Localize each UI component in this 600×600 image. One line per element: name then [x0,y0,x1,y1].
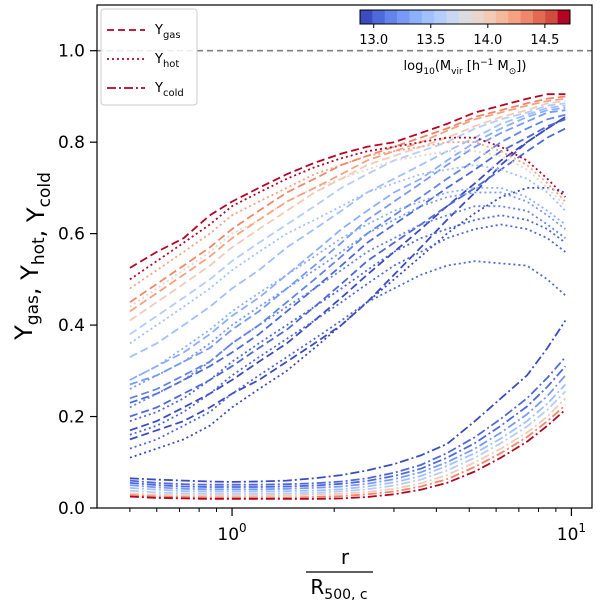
legend-box [100,8,198,106]
series-cold-31 [129,356,567,486]
series-cold-32 [129,320,567,483]
y-axis-label: Ygas, Yhot, Ycold [10,172,55,341]
series-gas-10 [129,127,566,418]
colorbar-segment [446,10,460,24]
series-gas-5 [129,104,566,358]
series-hot-13 [129,136,567,281]
y-tick-label: 0.0 [58,499,85,519]
colorbar-segment [545,10,559,24]
y-tick-label: 1.0 [58,42,85,62]
colorbar-segment [360,10,373,24]
plot-area-frame [96,4,593,509]
series-gas-6 [129,107,566,381]
series-hot-16 [129,164,567,345]
legend-label-gas: Ygas [154,23,181,41]
x-axis-label-R: R [310,575,324,599]
colorbar-tick-label: 14.5 [530,33,559,48]
y-tick-label: 0.4 [58,316,85,336]
series-gas-0 [129,93,566,269]
colorbar-segment [483,10,497,24]
x-axis-label-numerator: r [341,545,350,569]
colorbar-tick-label: 14.0 [473,33,502,48]
colorbar-segment [520,10,534,24]
colorbar: 13.0 13.5 14.0 14.5 log10(Mvir [h−1 M⊙]) [359,9,571,77]
y-tick-label: 0.2 [58,408,85,428]
series-hot-17 [129,186,566,381]
series-hot-15 [129,150,567,308]
series-gas-11 [129,116,566,432]
x-axis-label-subscript: 500, c [324,587,367,600]
colorbar-segment [471,10,484,24]
series-gas-2 [129,97,566,313]
series-gas-4 [129,102,566,335]
series-cold-25 [129,404,566,499]
series-cold-30 [129,365,567,488]
series-hot-23 [129,186,566,459]
series-gas-12 [129,116,566,441]
series-gas-1 [129,95,566,303]
y-tick-label: 0.8 [58,133,85,153]
series-gas-3 [129,100,566,322]
series-gas-9 [129,118,566,404]
series-hot-21 [129,223,566,436]
colorbar-segment [409,10,423,24]
x-axis-label-denominator: R500, c [310,575,367,600]
colorbar-segment [421,10,435,24]
x-axis-label: r R500, c [306,545,373,600]
y-tick-label: 0.6 [58,225,85,245]
series-hot-14 [129,141,567,290]
colorbar-tick-label: 13.5 [416,33,445,48]
series-cold-26 [129,397,567,497]
colorbar-segment [458,10,472,24]
series-hot-20 [129,214,566,422]
colorbar-segment [495,10,509,24]
colorbar-frame [359,9,571,25]
series-cold-24 [129,409,566,500]
axis-ticks: 0.0 0.2 0.4 0.6 0.8 1.0 100 101 [58,42,586,545]
legend: Ygas Yhot Ycold [100,8,198,106]
series-hot-22 [129,260,566,450]
colorbar-segment [557,10,571,24]
series-cold-28 [129,383,567,493]
x-tick-label: 100 [217,521,246,545]
series-cold-27 [129,390,567,495]
colorbar-segment [397,10,410,24]
colorbar-segment [384,10,398,24]
colorbar-tick-label: 13.0 [359,33,388,48]
series-layer [129,93,567,500]
x-tick-label: 101 [557,521,586,545]
colorbar-segment [508,10,521,24]
series-hot-19 [129,205,566,409]
series-cold-29 [129,374,567,491]
colorbar-segment [532,10,546,24]
colorbar-label: log10(Mvir [h−1 M⊙]) [404,58,527,77]
series-gas-8 [129,113,566,400]
series-hot-18 [129,191,566,390]
colorbar-segment [434,10,447,24]
colorbar-segment [372,10,386,24]
legend-label-hot: Yhot [154,52,179,70]
legend-label-cold: Ycold [154,81,184,99]
